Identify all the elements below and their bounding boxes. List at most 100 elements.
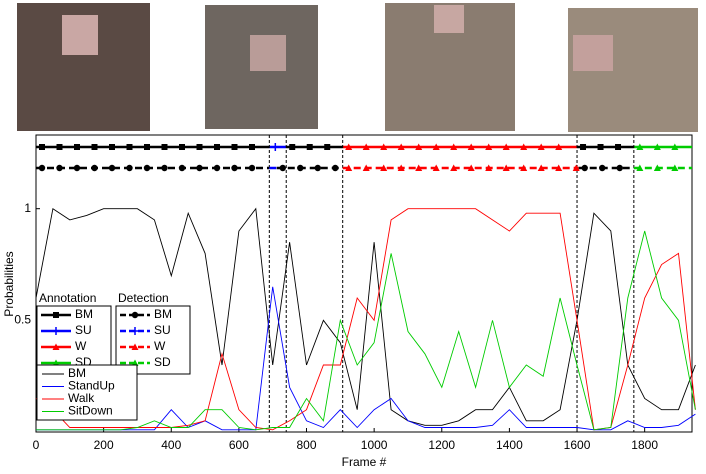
- marker: [653, 143, 661, 150]
- segment: [577, 144, 634, 150]
- legend-label: BM: [75, 307, 93, 321]
- legend-key: [41, 359, 71, 366]
- marker: [581, 164, 588, 172]
- legend-key: [120, 359, 150, 366]
- marker: [397, 143, 405, 150]
- y-tick-label: 0.5: [14, 313, 31, 327]
- x-tick-label: 1600: [564, 438, 591, 452]
- marker: [397, 164, 405, 171]
- legend-box: [115, 305, 191, 375]
- segment: [342, 164, 580, 171]
- legend-label: Walk: [68, 391, 95, 405]
- marker: [143, 164, 151, 172]
- legend-label: BM: [68, 366, 86, 380]
- marker: [214, 144, 220, 150]
- marker: [314, 164, 321, 172]
- marker: [345, 164, 353, 171]
- marker: [324, 144, 331, 150]
- x-tick-label: 600: [229, 438, 249, 452]
- marker: [108, 164, 116, 172]
- marker: [502, 143, 510, 150]
- blurred-face: [62, 15, 98, 55]
- marker: [467, 164, 475, 171]
- marker: [161, 164, 168, 172]
- marker: [671, 164, 679, 171]
- marker: [126, 164, 133, 172]
- marker: [485, 143, 493, 150]
- marker: [636, 143, 644, 150]
- segment: [286, 144, 343, 150]
- marker: [39, 144, 45, 150]
- legend-title: Detection: [118, 291, 169, 305]
- marker: [213, 164, 221, 172]
- legend-key: [120, 311, 150, 319]
- x-tick-label: 1000: [361, 438, 388, 452]
- legend-label: SitDown: [68, 404, 113, 418]
- marker: [231, 144, 238, 150]
- legend-label: StandUp: [68, 379, 115, 393]
- marker: [131, 327, 139, 335]
- legend-label: SU: [154, 323, 171, 337]
- marker: [248, 164, 256, 172]
- legend-key: [41, 312, 71, 318]
- marker: [91, 164, 98, 172]
- blurred-face: [250, 35, 286, 71]
- marker: [279, 164, 286, 172]
- legend-key: [41, 343, 71, 350]
- marker: [450, 164, 458, 171]
- segment: [269, 143, 287, 151]
- marker: [467, 143, 475, 150]
- x-tick-label: 400: [161, 438, 181, 452]
- legend-label: SD: [154, 355, 171, 369]
- x-tick-label: 1200: [428, 438, 455, 452]
- x-tick-label: 1800: [631, 438, 658, 452]
- marker: [380, 143, 388, 150]
- marker: [271, 143, 280, 151]
- marker: [126, 144, 133, 150]
- marker: [109, 144, 115, 150]
- marker: [179, 144, 185, 150]
- marker: [362, 164, 370, 171]
- marker: [178, 164, 186, 172]
- marker: [520, 143, 528, 150]
- marker: [332, 164, 339, 172]
- marker: [671, 143, 679, 150]
- segment: [276, 164, 343, 172]
- marker: [131, 343, 139, 350]
- series-line: [35, 208, 696, 431]
- marker: [196, 164, 203, 172]
- legend-title: Annotation: [39, 291, 96, 305]
- series-line: [36, 286, 696, 431]
- y-axis-label: Probabilities: [2, 251, 16, 316]
- x-tick-label: 200: [94, 438, 114, 452]
- x-tick-label: 0: [33, 438, 40, 452]
- x-tick-label: 800: [296, 438, 316, 452]
- marker: [380, 164, 388, 171]
- legend-key: [120, 327, 150, 335]
- marker: [599, 164, 606, 172]
- segment: [36, 164, 270, 172]
- blurred-face: [573, 35, 613, 71]
- marker: [306, 144, 313, 150]
- legend-key: [120, 343, 150, 350]
- segment: [633, 143, 692, 150]
- marker: [615, 144, 622, 150]
- marker: [289, 144, 296, 150]
- x-tick-label: 1400: [496, 438, 523, 452]
- marker: [362, 143, 370, 150]
- plot-frame: [35, 134, 693, 433]
- marker: [415, 143, 423, 150]
- marker: [537, 143, 545, 150]
- marker: [131, 311, 139, 319]
- segment: [36, 144, 270, 150]
- marker: [131, 359, 139, 366]
- legend-label: W: [154, 339, 166, 353]
- x-axis-label: Frame #: [342, 455, 387, 469]
- marker: [572, 164, 580, 171]
- marker: [52, 343, 60, 350]
- marker: [56, 164, 63, 172]
- marker: [52, 327, 60, 335]
- marker: [580, 144, 587, 150]
- marker: [144, 144, 150, 150]
